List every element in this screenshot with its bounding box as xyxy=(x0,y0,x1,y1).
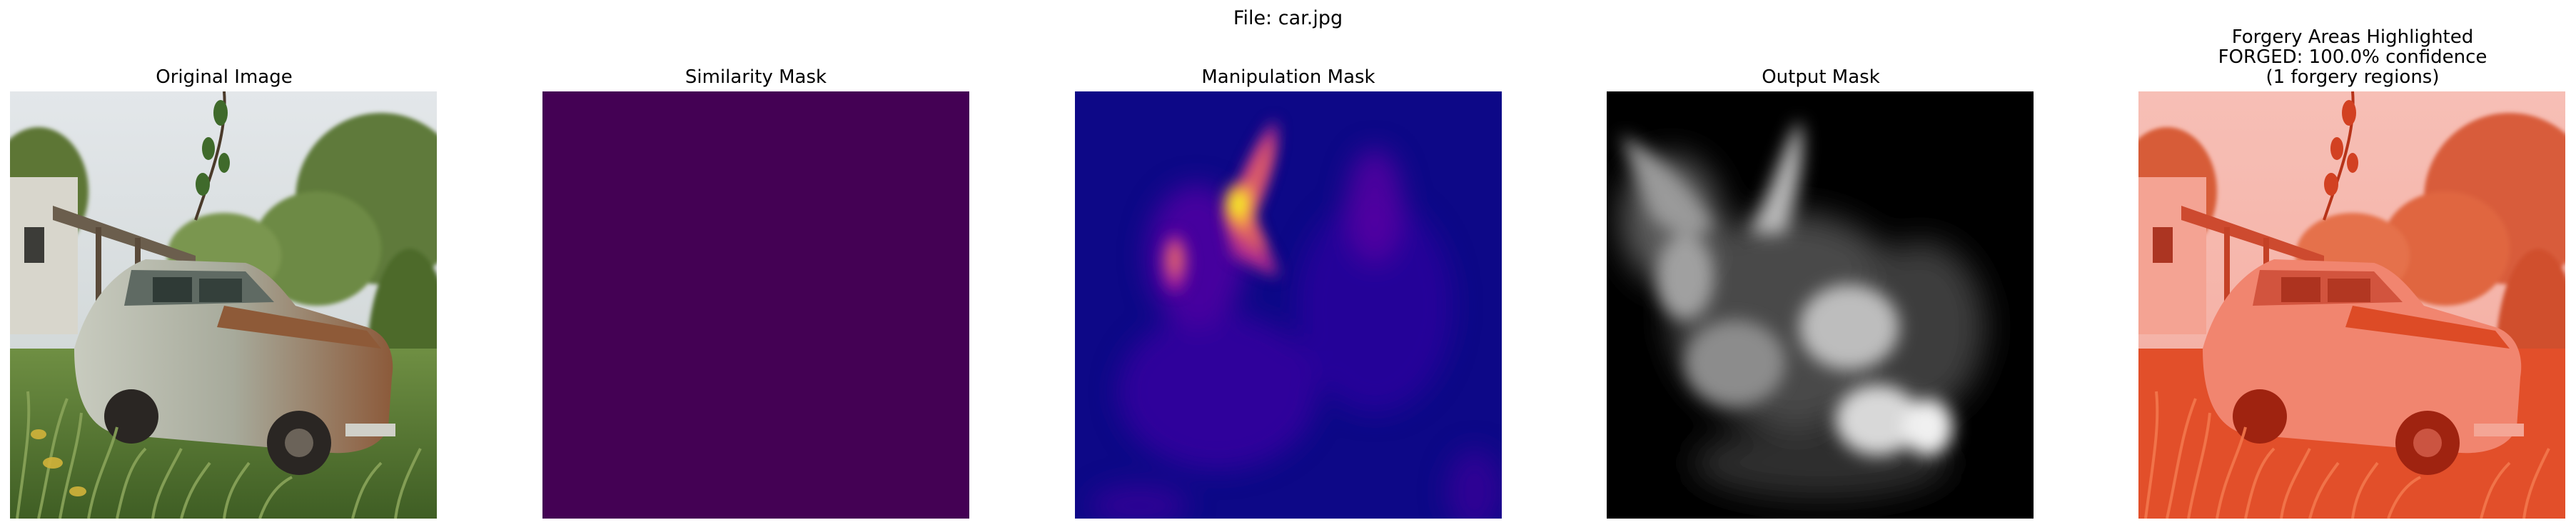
forgery-highlight-panel xyxy=(2138,91,2565,519)
original-image xyxy=(10,91,437,519)
manipulation-mask xyxy=(1075,91,1502,519)
forgery-highlight-image xyxy=(2138,91,2565,519)
manipulation-mask-panel xyxy=(1075,91,1502,519)
panel-title-manipulation: Manipulation Mask xyxy=(1201,66,1375,88)
similarity-mask-panel xyxy=(542,91,969,519)
figure-suptitle: File: car.jpg xyxy=(1233,7,1343,29)
panel-title-forgery-line-3: (1 forgery regions) xyxy=(2266,66,2440,88)
output-mask-panel xyxy=(1607,91,2034,519)
output-mask xyxy=(1607,91,2034,519)
original-image-panel xyxy=(10,91,437,519)
panel-title-similarity: Similarity Mask xyxy=(685,66,827,88)
panel-title-output: Output Mask xyxy=(1762,66,1880,88)
similarity-mask xyxy=(542,91,969,519)
panel-title-forgery-line-2: FORGED: 100.0% confidence xyxy=(2218,46,2487,68)
panel-title-original: Original Image xyxy=(156,66,293,88)
panel-title-forgery-line-1: Forgery Areas Highlighted xyxy=(2231,26,2474,48)
